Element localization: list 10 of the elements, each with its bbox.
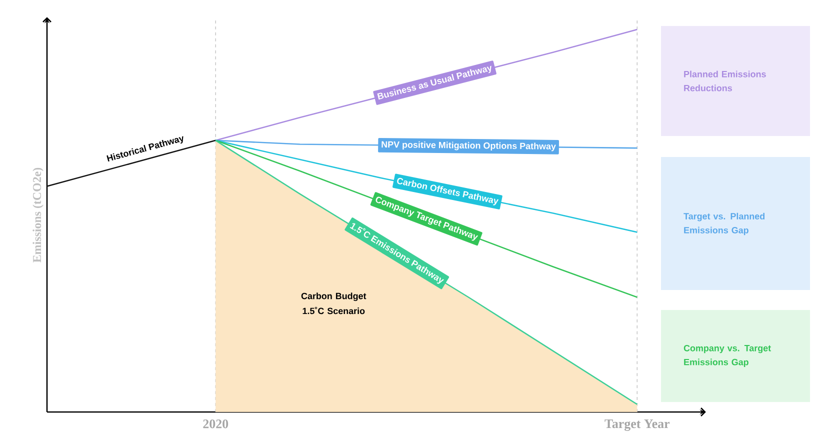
- text: Business as Usual Pathway: [377, 66, 492, 100]
- annotation: Planned Emissions Reductions: [684, 70, 766, 92]
- annotation: Target vs. Planned Emissions Gap: [684, 212, 764, 236]
- series-label: NPV positive Mitigation Options Pathway: [382, 141, 556, 152]
- text: Carbon Offsets Pathway: [397, 178, 499, 206]
- x-tick-label: Target Year: [604, 420, 670, 431]
- y-axis-title: Emissions (tCO2e): [32, 168, 44, 262]
- x-tick-label: 2020: [203, 420, 228, 428]
- annotation: Company vs. Target Emissions Gap: [684, 344, 771, 368]
- series-label: Carbon Budget 1.5˚C Scenario: [301, 292, 366, 314]
